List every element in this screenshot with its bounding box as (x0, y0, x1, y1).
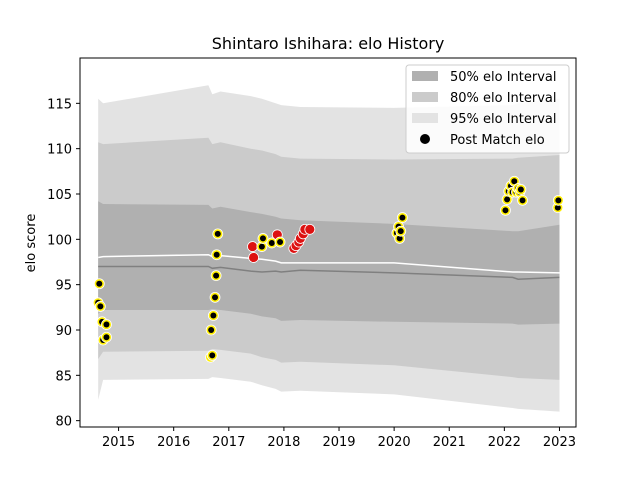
y-tick-label: 90 (55, 324, 72, 339)
legend: 50% elo Interval 80% elo Interval 95% elo … (405, 64, 570, 154)
data-point-center (214, 230, 221, 237)
y-tick-label: 115 (47, 97, 72, 112)
x-tick-label: 2015 (102, 435, 135, 450)
y-tick-label: 80 (55, 415, 72, 430)
legend-swatch (412, 113, 438, 123)
legend-label: 50% elo Interval (450, 70, 557, 85)
data-point-center (259, 235, 266, 242)
x-tick-label: 2016 (157, 435, 190, 450)
x-tick-label: 2023 (543, 435, 576, 450)
y-tick-label: 95 (55, 279, 72, 294)
data-point (248, 252, 260, 263)
y-tick-label: 110 (47, 143, 72, 158)
legend-label: 80% elo Interval (450, 91, 557, 106)
data-point-center (517, 186, 524, 193)
data-point-center (396, 235, 403, 242)
legend-box (405, 64, 570, 154)
data-point-center (97, 303, 104, 310)
y-tick-label: 105 (47, 188, 72, 203)
data-point-center (210, 312, 217, 319)
data-point (304, 223, 316, 235)
data-point-center (502, 207, 509, 214)
x-tick-label: 2017 (212, 435, 245, 450)
data-point-center (103, 321, 110, 328)
data-point-center (213, 251, 220, 258)
plot-area: 2015 2016 2017 2018 2019 2020 2021 2022 2023 80 85… (47, 57, 577, 450)
data-point-center (212, 294, 219, 301)
data-point-center (208, 326, 215, 333)
data-point-center (103, 334, 110, 341)
y-tick-label: 85 (55, 369, 72, 384)
x-tick-label: 2021 (433, 435, 466, 450)
data-point-center (209, 352, 216, 359)
data-point-center (258, 243, 265, 250)
x-tick-label: 2018 (267, 435, 300, 450)
legend-swatch (412, 71, 438, 81)
legend-label: 95% elo Interval (450, 112, 557, 127)
data-point-center (511, 178, 518, 185)
data-point-center (277, 239, 284, 246)
median-line (98, 265, 560, 280)
data-point-center (213, 272, 220, 279)
data-point (247, 241, 258, 252)
x-tick-label: 2019 (322, 435, 355, 450)
data-point-center (268, 239, 275, 246)
x-tick-label: 2020 (378, 435, 411, 450)
data-point-center (555, 197, 562, 204)
y-tick-label: 100 (47, 233, 72, 248)
data-point-center (554, 204, 561, 211)
data-point-center (397, 228, 404, 235)
x-tick-label: 2022 (488, 435, 521, 450)
data-point-center (399, 214, 406, 221)
data-point-center (96, 280, 103, 287)
legend-swatch (412, 92, 438, 102)
plot-frame (79, 57, 577, 428)
data-point-center (519, 197, 526, 204)
legend-marker (420, 134, 430, 144)
chart-title: Shintaro Ishihara: elo History (212, 34, 445, 53)
legend-label: Post Match elo (450, 133, 545, 148)
data-point-center (504, 196, 511, 203)
mean-line (98, 253, 560, 274)
y-axis-label: elo score (24, 214, 39, 273)
